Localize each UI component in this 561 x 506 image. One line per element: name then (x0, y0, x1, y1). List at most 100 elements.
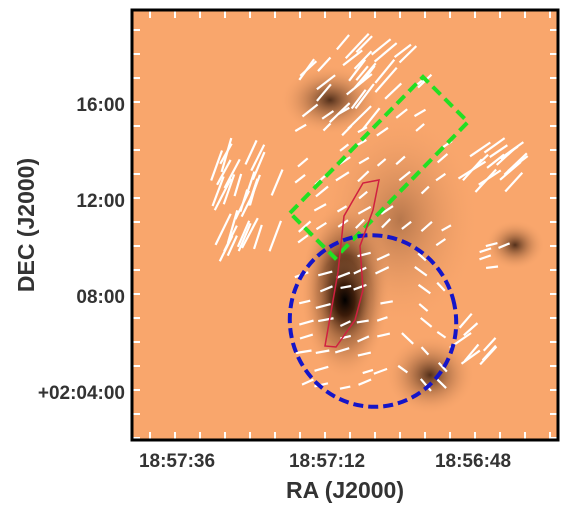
vector (376, 316, 388, 322)
vector (295, 349, 312, 355)
vector (342, 49, 363, 67)
vector (374, 59, 396, 84)
vector (413, 108, 427, 118)
vector (463, 343, 480, 362)
vector (270, 169, 284, 196)
vector (347, 105, 372, 130)
vector (344, 33, 370, 60)
vector (435, 172, 447, 182)
vector (319, 285, 333, 293)
x-tick-label: 18:57:12 (289, 451, 365, 472)
vector (219, 143, 233, 165)
vector (339, 320, 351, 327)
vector (226, 235, 238, 257)
vector (420, 346, 430, 356)
vector (420, 185, 430, 195)
vector (485, 242, 498, 248)
vector (336, 34, 350, 51)
vector (377, 332, 391, 338)
vector (401, 220, 412, 230)
vector (313, 203, 327, 212)
vector (479, 247, 492, 254)
vector (401, 332, 414, 345)
vector (376, 126, 389, 137)
vector (357, 251, 371, 258)
vector (479, 345, 498, 366)
vector (463, 322, 479, 337)
vector (370, 38, 392, 56)
vector (315, 349, 330, 355)
vector (355, 218, 365, 229)
vector (210, 150, 224, 181)
vector (298, 58, 316, 81)
vector (223, 225, 238, 252)
vector (298, 220, 312, 233)
vector (301, 103, 319, 118)
vector (244, 139, 258, 165)
sky-image (132, 10, 558, 440)
y-tick-label: +02:04:00 (38, 383, 125, 404)
vector (417, 252, 427, 262)
vector (436, 330, 447, 339)
vector (376, 253, 390, 261)
vector (353, 266, 367, 275)
vector (483, 137, 506, 154)
vector (355, 138, 367, 147)
vector (336, 271, 351, 279)
vector (420, 317, 433, 328)
vector (395, 108, 408, 119)
vector (397, 364, 409, 374)
vector (341, 124, 353, 137)
vector (358, 190, 368, 200)
vector (339, 385, 351, 390)
vector (335, 171, 350, 182)
vector (357, 126, 368, 134)
vector (373, 367, 388, 375)
vector (316, 74, 336, 91)
vector (294, 173, 306, 184)
vector (471, 153, 489, 171)
vector (234, 190, 251, 220)
vector (478, 169, 502, 186)
vector (250, 144, 266, 172)
vector (479, 254, 492, 261)
vector (353, 283, 367, 291)
vector (297, 157, 309, 168)
vector (353, 50, 373, 70)
red-contour (324, 179, 380, 348)
vector (236, 220, 251, 248)
vector (489, 144, 508, 158)
vector (237, 222, 252, 252)
vector (361, 107, 381, 131)
vector (384, 82, 403, 100)
vector (315, 221, 327, 231)
y-tick-label: 12:00 (76, 191, 125, 212)
vector (357, 205, 372, 215)
vector (398, 45, 418, 64)
vector (214, 213, 232, 246)
plot-frame (130, 8, 560, 442)
vector (317, 56, 332, 72)
x-tick-label: 18:57:36 (139, 451, 215, 472)
vector (469, 141, 491, 158)
vector (380, 205, 394, 215)
vector (417, 283, 431, 295)
y-tick-label: 16:00 (76, 95, 125, 116)
vector (419, 378, 432, 392)
vector (346, 73, 373, 96)
vector (355, 65, 369, 81)
vector (294, 123, 307, 132)
vector (334, 347, 350, 354)
vector (415, 123, 425, 132)
vector (437, 361, 448, 373)
vector (213, 178, 232, 211)
vector (362, 368, 374, 375)
vector (223, 158, 241, 189)
vector (420, 220, 433, 232)
vector (252, 224, 263, 250)
vector (482, 337, 497, 352)
vector (357, 335, 370, 343)
polarization-vectors (210, 33, 529, 392)
